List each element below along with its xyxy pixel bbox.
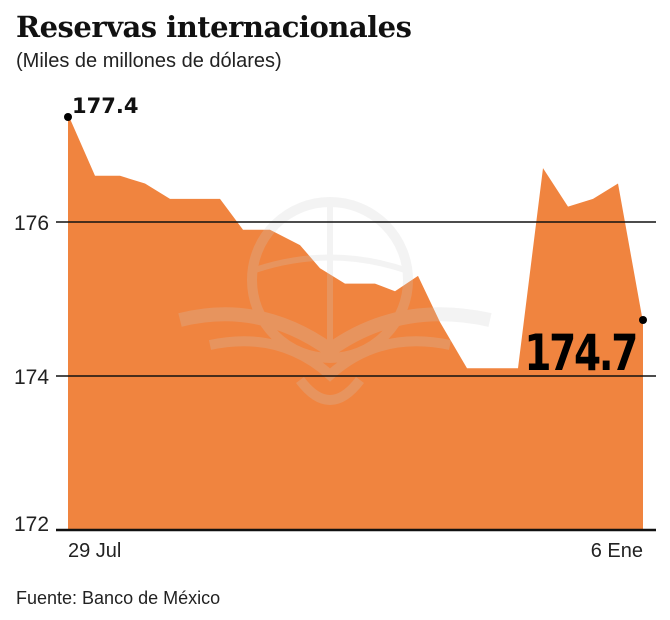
end-value-label: 174.7 [524, 323, 636, 382]
x-tick-start: 29 Jul [68, 540, 121, 562]
end-point-marker [639, 316, 647, 324]
start-value-label: 177.4 [72, 94, 138, 118]
area-series [68, 114, 643, 530]
chart-subtitle: (Miles de millones de dólares) [16, 50, 282, 72]
chart-title: Reservas internacionales [16, 10, 412, 44]
y-tick-174: 174 [14, 366, 49, 389]
source-note: Fuente: Banco de México [16, 588, 221, 608]
start-point-marker [64, 113, 72, 121]
x-tick-end: 6 Ene [591, 540, 643, 562]
y-tick-176: 176 [14, 212, 49, 235]
y-tick-172: 172 [14, 513, 49, 536]
watermark-emblem-icon [178, 197, 492, 405]
